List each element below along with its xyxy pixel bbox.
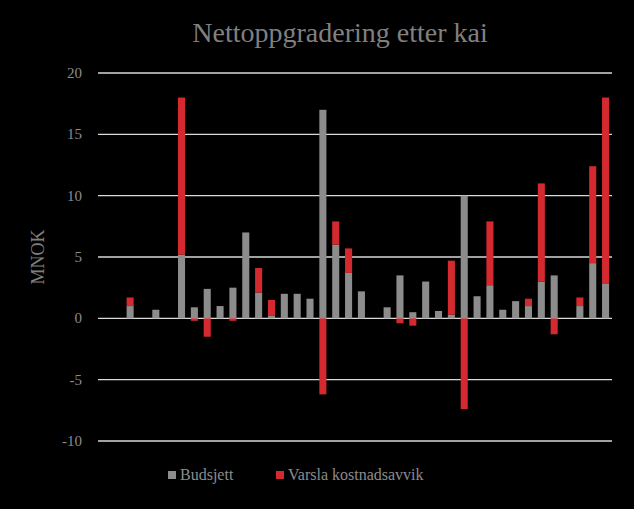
bar: [448, 261, 455, 315]
bar: [486, 221, 493, 285]
chart: Nettoppgradering etter kai MNOK -10 -5 0 5 10 1…: [0, 0, 634, 509]
y-tick-label: 15: [67, 126, 82, 142]
bar: [204, 318, 211, 336]
bar: [268, 316, 275, 318]
bar: [461, 318, 468, 409]
bar: [538, 282, 545, 319]
bar: [602, 98, 609, 284]
bar: [512, 301, 519, 318]
grid-line: [98, 256, 612, 257]
bar: [319, 110, 326, 319]
y-tick-label: -10: [62, 433, 82, 449]
bar: [152, 310, 159, 319]
bar: [229, 288, 236, 319]
bar: [178, 255, 185, 319]
bar: [435, 311, 442, 318]
bar: [178, 98, 185, 255]
bar: [576, 306, 583, 318]
bar: [345, 273, 352, 318]
grid-line: [98, 440, 612, 441]
bar: [332, 245, 339, 319]
bar: [589, 263, 596, 318]
bar: [191, 307, 198, 318]
bar: [551, 275, 558, 318]
grid-line: [98, 195, 612, 196]
bar: [409, 312, 416, 318]
y-tick-label: 10: [67, 188, 82, 204]
bar: [576, 297, 583, 306]
grid-line: [98, 379, 612, 380]
background: [0, 0, 634, 509]
bar: [204, 289, 211, 318]
bar: [358, 291, 365, 318]
grid-line: [98, 318, 612, 319]
bar: [589, 166, 596, 263]
y-axis-label: MNOK: [28, 229, 48, 284]
bars: [127, 98, 610, 410]
legend-label: Varsla kostnadsavvik: [288, 466, 424, 483]
bar: [217, 306, 224, 318]
bar: [474, 296, 481, 318]
bar: [396, 318, 403, 323]
y-tick-label: 0: [75, 310, 83, 326]
bar: [384, 307, 391, 318]
grid-line: [98, 134, 612, 135]
bar: [499, 310, 506, 319]
bar: [551, 318, 558, 334]
bar: [486, 285, 493, 318]
bar: [229, 318, 236, 320]
legend-swatch: [276, 471, 284, 479]
y-tick-label: 5: [75, 249, 83, 265]
bar: [191, 318, 198, 320]
bar: [255, 268, 262, 293]
legend-label: Budsjett: [180, 466, 234, 484]
bar: [332, 221, 339, 244]
bar: [268, 300, 275, 316]
bar: [281, 294, 288, 319]
bar: [602, 284, 609, 318]
bar: [255, 293, 262, 319]
bar: [127, 297, 134, 306]
y-tick-label: -5: [70, 372, 83, 388]
bar: [448, 315, 455, 319]
legend-swatch: [168, 471, 176, 479]
bar: [525, 299, 532, 306]
bar: [306, 299, 313, 319]
bar: [294, 294, 301, 319]
bar: [396, 275, 403, 318]
bar: [461, 196, 468, 319]
bar: [538, 183, 545, 281]
bar: [525, 306, 532, 318]
title: Nettoppgradering etter kai: [192, 17, 488, 48]
y-tick-label: 20: [67, 65, 82, 81]
bar: [345, 248, 352, 273]
bar: [422, 282, 429, 319]
bar: [319, 318, 326, 394]
grid-line: [98, 72, 612, 73]
bar: [409, 318, 416, 325]
bar: [242, 232, 249, 318]
bar: [127, 306, 134, 318]
